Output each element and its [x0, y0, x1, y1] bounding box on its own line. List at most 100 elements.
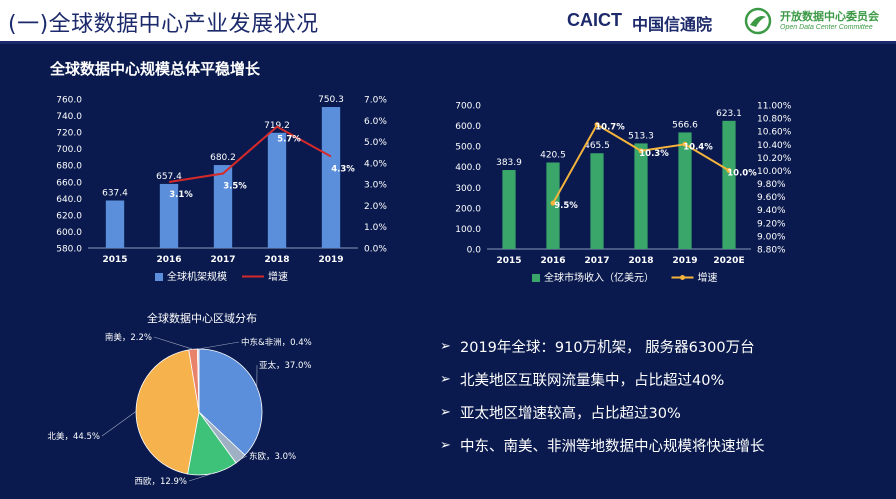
- legend-label: 全球机架规模: [167, 270, 227, 283]
- bullet-list: ➢ 2019年全球：910万机架， 服务器6300万台 ➢ 北美地区互联网流量集中，…: [440, 330, 765, 462]
- arrow-bullet-icon: ➢: [440, 438, 451, 453]
- line-point: [594, 122, 600, 128]
- x-tick-label: 2020E: [713, 256, 744, 266]
- pie-leader-line: [198, 341, 240, 350]
- pie-title: 全球数据中心区域分布: [147, 311, 257, 325]
- bar-value-label: 383.9: [496, 158, 522, 168]
- y2-tick-label: 1.0%: [364, 223, 387, 233]
- y-tick-label: 600.0: [56, 228, 82, 238]
- pie-slice-label: 亚太，37.0%: [259, 360, 312, 371]
- bullet-item: ➢ 中东、南美、非洲等地数据中心规模将快速增长: [440, 429, 765, 462]
- y-tick-label: 600.0: [455, 122, 481, 132]
- odcc-logo-icon: [744, 7, 772, 35]
- bar: [502, 170, 516, 249]
- x-tick-label: 2016: [156, 255, 181, 265]
- y-tick-label: 700.0: [455, 102, 481, 112]
- bar: [267, 132, 287, 248]
- bullet-item: ➢ 北美地区互联网流量集中，占比超过40%: [440, 363, 765, 396]
- caict-logo: CAICT: [567, 10, 622, 30]
- x-tick-label: 2016: [540, 256, 565, 266]
- line-point: [550, 200, 556, 206]
- bullet-text: 2019年全球：910万机架， 服务器6300万台: [460, 340, 755, 356]
- y2-tick-label: 3.0%: [364, 181, 387, 191]
- bar-value-label: 637.4: [102, 188, 128, 198]
- bar-value-label: 657.4: [156, 172, 182, 182]
- y-tick-label: 300.0: [455, 184, 481, 194]
- arrow-bullet-icon: ➢: [440, 339, 451, 354]
- legend-swatch-bar: [155, 273, 163, 281]
- y2-tick-label: 10.20%: [757, 154, 792, 164]
- line-value-label: 5.7%: [277, 135, 301, 145]
- legend-swatch-point: [680, 275, 685, 280]
- pie-slice-label: 东欧，3.0%: [249, 451, 296, 462]
- y2-tick-label: 10.80%: [757, 115, 792, 125]
- pie-leader-line: [101, 411, 137, 437]
- header-divider: [0, 41, 896, 44]
- bar-value-label: 465.5: [584, 141, 610, 151]
- bullet-item: ➢ 2019年全球：910万机架， 服务器6300万台: [440, 330, 765, 363]
- caict-logo-cn: 中国信通院: [632, 15, 713, 34]
- y-tick-label: 100.0: [455, 225, 481, 235]
- line-value-label: 4.3%: [331, 164, 355, 174]
- legend-label: 增速: [268, 270, 288, 283]
- bar: [722, 120, 736, 249]
- bullet-text: 北美地区互联网流量集中，占比超过40%: [460, 373, 725, 389]
- x-tick-label: 2017: [210, 255, 235, 265]
- y2-tick-label: 9.40%: [757, 206, 786, 216]
- pie-slice-label: 南美，2.2%: [105, 332, 152, 343]
- y2-tick-label: 11.00%: [757, 102, 792, 112]
- pie-leader-line: [188, 473, 214, 482]
- y2-tick-label: 0.0%: [364, 245, 387, 255]
- y-tick-label: 740.0: [56, 112, 82, 122]
- bar: [590, 153, 604, 249]
- pie-slice-label: 北美，44.5%: [47, 431, 100, 442]
- y-tick-label: 760.0: [56, 96, 82, 106]
- odcc-logo-en: Open Data Center Committee: [780, 24, 873, 31]
- y-tick-label: 580.0: [56, 245, 82, 255]
- y2-tick-label: 7.0%: [364, 96, 387, 106]
- bar-value-label: 623.1: [716, 109, 742, 119]
- y2-tick-label: 9.00%: [757, 232, 786, 242]
- bar-value-label: 513.3: [628, 131, 654, 141]
- y2-tick-label: 6.0%: [364, 117, 387, 127]
- x-tick-label: 2015: [496, 256, 521, 266]
- line-value-label: 10.7%: [595, 123, 625, 133]
- line-value-label: 3.5%: [223, 182, 247, 192]
- line-value-label: 10.4%: [683, 142, 713, 152]
- bar: [678, 132, 692, 249]
- y-tick-label: 720.0: [56, 129, 82, 139]
- bar: [213, 165, 233, 248]
- bar: [105, 200, 125, 248]
- line-value-label: 3.1%: [169, 190, 193, 200]
- line-value-label: 9.5%: [554, 201, 578, 211]
- bullet-text: 中东、南美、非洲等地数据中心规模将快速增长: [460, 439, 765, 455]
- line-value-label: 10.3%: [639, 149, 669, 159]
- y-tick-label: 700.0: [56, 145, 82, 155]
- line-point: [726, 167, 732, 173]
- y-tick-label: 500.0: [455, 143, 481, 153]
- y-tick-label: 400.0: [455, 163, 481, 173]
- y2-tick-label: 9.20%: [757, 219, 786, 229]
- y-tick-label: 640.0: [56, 195, 82, 205]
- arrow-bullet-icon: ➢: [440, 405, 451, 420]
- legend-label: 增速: [698, 271, 718, 284]
- x-tick-label: 2019: [672, 256, 697, 266]
- pie-slice-label: 西欧，12.9%: [134, 476, 187, 487]
- y2-tick-label: 9.80%: [757, 180, 786, 190]
- bar-value-label: 750.3: [318, 95, 344, 105]
- x-tick-label: 2018: [628, 256, 653, 266]
- bar: [546, 162, 560, 249]
- y2-tick-label: 10.40%: [757, 141, 792, 151]
- pie-slice: [198, 348, 263, 456]
- y2-tick-label: 10.00%: [757, 167, 792, 177]
- y-tick-label: 200.0: [455, 204, 481, 214]
- odcc-logo-cn: 开放数据中心委员会: [780, 10, 879, 23]
- page-title: (一)全球数据中心产业发展状况: [8, 12, 319, 37]
- section-title: 全球数据中心规模总体平稳增长: [50, 60, 261, 78]
- legend-label: 全球市场收入（亿美元）: [544, 271, 654, 284]
- y-tick-label: 680.0: [56, 162, 82, 172]
- arrow-bullet-icon: ➢: [440, 372, 451, 387]
- bar-value-label: 680.2: [210, 153, 236, 163]
- x-tick-label: 2017: [584, 256, 609, 266]
